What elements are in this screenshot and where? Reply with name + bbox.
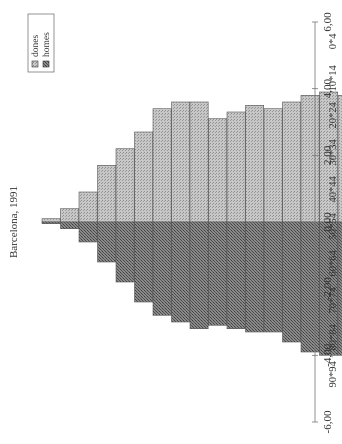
- bar-dones-85-89: [78, 191, 98, 223]
- bar-dones-70-74: [134, 131, 154, 223]
- bar-homes-40-44: [245, 221, 265, 333]
- value-tick-label: 2,00: [322, 145, 334, 165]
- bar-homes-25-29: [300, 221, 320, 353]
- value-tick-label: 6,00: [322, 12, 334, 32]
- bar-homes-45-49: [226, 221, 246, 329]
- category-label: 30*34: [328, 139, 339, 166]
- bar-dones-65-69: [152, 108, 172, 223]
- bar-homes-50-54: [208, 221, 228, 326]
- bar-homes-65-69: [152, 221, 172, 316]
- bar-dones-55-59: [189, 101, 209, 223]
- bar-dones-35-39: [263, 108, 283, 223]
- legend-label-homes: homes: [42, 32, 52, 57]
- bar-homes-60-64: [171, 221, 191, 323]
- chart-title: Barcelona, 1991: [8, 186, 20, 258]
- bar-homes-95-99: [41, 221, 61, 224]
- bar-homes-70-74: [134, 221, 154, 303]
- bar-dones-45-49: [226, 111, 246, 223]
- bar-dones-90-94: [60, 208, 80, 223]
- category-label: 70*74: [328, 287, 339, 314]
- bar-homes-35-39: [263, 221, 283, 333]
- bar-dones-80-84: [97, 165, 117, 223]
- category-label: 90*94: [328, 361, 339, 388]
- bar-homes-30-34: [282, 221, 302, 343]
- bar-dones-95-99: [41, 218, 61, 223]
- bar-homes-90-94: [60, 221, 80, 229]
- value-tick-label: 4,00: [322, 79, 334, 99]
- category-label: 60*64: [328, 250, 339, 277]
- bar-dones-75-79: [115, 148, 135, 223]
- bars-group: [41, 91, 342, 356]
- category-label: 20*24: [328, 102, 339, 129]
- value-axis: -6,00 -4,00 -2,00 0,00 2,00 4,00 6,00: [312, 12, 334, 433]
- bar-dones-30-34: [282, 101, 302, 223]
- category-label: 0*4: [328, 33, 339, 50]
- bar-homes-85-89: [78, 221, 98, 243]
- legend-swatch-dones: [31, 60, 39, 68]
- bar-homes-80-84: [97, 221, 117, 263]
- value-tick-label: -4,00: [322, 343, 334, 366]
- category-label: 10*14: [328, 65, 339, 92]
- bar-dones-50-54: [208, 118, 228, 223]
- bar-homes-75-79: [115, 221, 135, 283]
- legend-box: [27, 13, 55, 73]
- legend: dones homes: [27, 13, 55, 73]
- value-tick-label: 0,00: [322, 212, 334, 232]
- category-labels: 0*4 10*14 20*24 30*34 40*44 50*54 60*64 70*74 80…: [328, 33, 339, 388]
- value-tick-label: -6,00: [322, 410, 334, 433]
- bar-homes-55-59: [189, 221, 209, 329]
- bar-dones-60-64: [171, 101, 191, 223]
- category-label: 50*54: [328, 213, 339, 240]
- value-tick-label: -2,00: [322, 277, 334, 300]
- category-label: 80*84: [328, 324, 339, 351]
- category-label: 40*44: [328, 176, 339, 203]
- bar-dones-40-44: [245, 105, 265, 223]
- legend-label-dones: dones: [31, 35, 41, 57]
- legend-swatch-homes: [42, 60, 50, 68]
- bar-dones-25-29: [300, 95, 320, 223]
